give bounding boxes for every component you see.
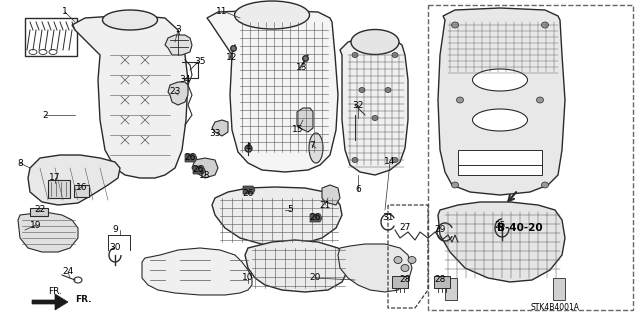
- Bar: [445, 278, 457, 300]
- Ellipse shape: [309, 133, 323, 163]
- Bar: [458, 150, 542, 168]
- Text: 6: 6: [355, 186, 361, 195]
- Ellipse shape: [392, 158, 398, 162]
- Text: 3: 3: [175, 26, 181, 34]
- Text: 4: 4: [245, 144, 251, 152]
- Ellipse shape: [359, 87, 365, 93]
- Ellipse shape: [541, 22, 548, 28]
- Polygon shape: [168, 82, 188, 105]
- Polygon shape: [192, 158, 218, 178]
- Ellipse shape: [385, 87, 391, 93]
- Text: 14: 14: [384, 158, 396, 167]
- Ellipse shape: [541, 182, 548, 188]
- Ellipse shape: [456, 97, 463, 103]
- Text: 35: 35: [195, 57, 205, 66]
- Bar: [30, 208, 48, 216]
- Ellipse shape: [372, 115, 378, 121]
- Text: 2: 2: [42, 110, 48, 120]
- Ellipse shape: [536, 97, 543, 103]
- Text: 8: 8: [17, 159, 23, 167]
- Ellipse shape: [408, 256, 416, 263]
- Polygon shape: [438, 202, 565, 282]
- Text: 18: 18: [199, 170, 211, 180]
- Ellipse shape: [392, 53, 398, 57]
- Text: 11: 11: [216, 8, 228, 17]
- Polygon shape: [165, 35, 192, 55]
- Text: 12: 12: [227, 54, 237, 63]
- Polygon shape: [28, 155, 120, 205]
- Ellipse shape: [234, 1, 310, 29]
- Text: STK4B4001A: STK4B4001A: [531, 303, 579, 313]
- Ellipse shape: [472, 109, 527, 131]
- Bar: [392, 276, 408, 288]
- Text: FR.: FR.: [75, 295, 92, 305]
- Polygon shape: [322, 185, 340, 205]
- Polygon shape: [207, 10, 338, 172]
- Ellipse shape: [351, 29, 399, 55]
- Polygon shape: [340, 36, 408, 175]
- Text: 24: 24: [62, 268, 74, 277]
- Text: 26: 26: [184, 153, 196, 162]
- Polygon shape: [338, 244, 412, 292]
- Polygon shape: [32, 294, 68, 310]
- Text: 29: 29: [435, 226, 445, 234]
- Ellipse shape: [352, 158, 358, 162]
- Bar: [428, 5, 633, 310]
- Text: 23: 23: [170, 87, 180, 97]
- Polygon shape: [310, 214, 322, 222]
- Ellipse shape: [401, 264, 409, 271]
- Bar: [48, 180, 70, 198]
- Text: 30: 30: [109, 243, 121, 253]
- Text: 16: 16: [76, 182, 88, 191]
- Text: 15: 15: [292, 125, 304, 135]
- Polygon shape: [212, 120, 228, 136]
- Text: 13: 13: [296, 63, 308, 72]
- Text: 32: 32: [352, 100, 364, 109]
- Text: 25: 25: [494, 220, 506, 229]
- Text: 17: 17: [49, 174, 61, 182]
- Text: 27: 27: [399, 224, 411, 233]
- Text: B-40-20: B-40-20: [497, 223, 543, 233]
- Text: 22: 22: [35, 205, 45, 214]
- Text: 1: 1: [62, 8, 68, 17]
- Ellipse shape: [472, 69, 527, 91]
- Polygon shape: [212, 187, 342, 245]
- Text: 10: 10: [243, 273, 253, 283]
- Bar: [74, 185, 89, 197]
- Ellipse shape: [451, 182, 458, 188]
- Bar: [434, 276, 450, 288]
- Text: 5: 5: [287, 205, 293, 214]
- Polygon shape: [297, 108, 313, 132]
- Text: 26: 26: [192, 166, 204, 174]
- Polygon shape: [142, 248, 252, 295]
- Polygon shape: [72, 15, 188, 178]
- Text: 21: 21: [319, 201, 331, 210]
- Polygon shape: [18, 212, 78, 252]
- Text: 7: 7: [309, 140, 315, 150]
- Bar: [458, 165, 542, 175]
- Ellipse shape: [451, 22, 458, 28]
- Polygon shape: [438, 8, 565, 195]
- Text: 20: 20: [309, 273, 321, 283]
- Ellipse shape: [394, 256, 402, 263]
- Text: 26: 26: [309, 213, 321, 222]
- Text: 26: 26: [243, 189, 253, 197]
- Bar: [553, 278, 565, 300]
- Text: 28: 28: [399, 276, 411, 285]
- Text: 19: 19: [30, 220, 42, 229]
- Polygon shape: [193, 166, 205, 174]
- Polygon shape: [243, 186, 255, 194]
- Polygon shape: [245, 240, 348, 292]
- Bar: [25, 18, 77, 56]
- Text: FR.: FR.: [48, 287, 62, 296]
- Text: 28: 28: [435, 276, 445, 285]
- Ellipse shape: [352, 53, 358, 57]
- Polygon shape: [185, 154, 197, 162]
- Text: 31: 31: [382, 213, 394, 222]
- Ellipse shape: [102, 10, 157, 30]
- Text: 34: 34: [179, 76, 191, 85]
- Text: 33: 33: [209, 129, 221, 137]
- Text: 9: 9: [112, 226, 118, 234]
